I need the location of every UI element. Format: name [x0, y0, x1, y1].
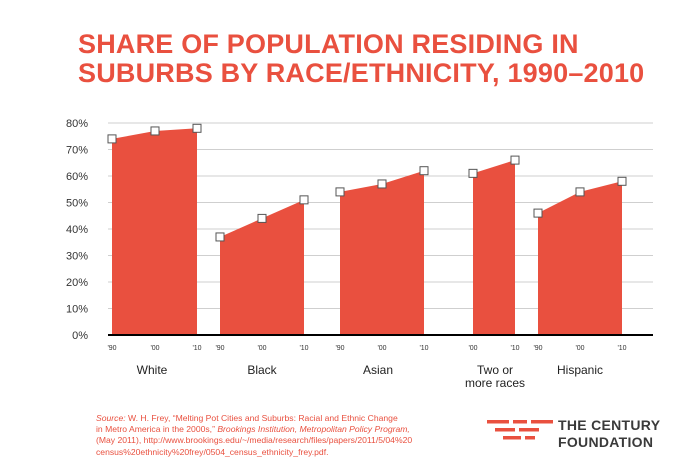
- x-tick-label: '10: [419, 345, 428, 352]
- y-tick-label: 20%: [66, 277, 88, 289]
- category-label: Two or: [477, 363, 513, 377]
- logo-line-2: FOUNDATION: [558, 434, 654, 450]
- x-tick-label: '90: [107, 345, 116, 352]
- area-white: [112, 128, 197, 335]
- source-line-1: W. H. Frey, “Melting Pot Cities and Subu…: [125, 413, 398, 423]
- data-point-marker: [257, 213, 267, 223]
- data-point-marker: [617, 176, 627, 186]
- y-tick-label: 30%: [66, 251, 88, 263]
- x-tick-label: '90: [533, 345, 542, 352]
- x-tick-label: '10: [299, 345, 308, 352]
- y-tick-label: 80%: [66, 118, 88, 130]
- category-label: Black: [247, 363, 277, 377]
- data-point-marker: [150, 126, 160, 136]
- data-point-marker: [299, 195, 309, 205]
- y-tick-label: 50%: [66, 198, 88, 210]
- data-point-marker: [419, 166, 429, 176]
- y-tick-label: 60%: [66, 171, 88, 183]
- source-line-2b: Brookings Institution, Metropolitan Poli…: [217, 424, 410, 435]
- data-point-marker: [575, 187, 585, 197]
- source-label: Source:: [96, 413, 126, 423]
- category-label: Asian: [363, 363, 393, 377]
- data-point-marker: [107, 134, 117, 144]
- y-tick-label: 70%: [66, 145, 88, 157]
- chart-title: SHARE OF POPULATION RESIDING IN SUBURBS …: [78, 29, 645, 88]
- x-tick-label: '90: [335, 345, 344, 352]
- x-tick-label: '00: [150, 345, 159, 352]
- area-asian: [340, 170, 424, 335]
- data-point-marker: [533, 208, 543, 218]
- data-point-marker: [215, 232, 225, 242]
- x-tick-label: '00: [257, 345, 266, 352]
- y-tick-label: 0%: [72, 330, 88, 342]
- area-black: [220, 199, 304, 335]
- x-tick-label: '00: [377, 345, 386, 352]
- area-two-or-more-races: [473, 160, 515, 335]
- chart-title-line-2: SUBURBS BY RACE/ETHNICITY, 1990–2010: [78, 58, 645, 88]
- source-line-4: census%20ethnicity%20frey/0504_census_et…: [96, 446, 329, 457]
- century-foundation-logo: THE CENTURY FOUNDATION: [487, 413, 687, 453]
- x-tick-label: '90: [215, 345, 224, 352]
- x-tick-label: '10: [192, 345, 201, 352]
- logo-line-1: THE CENTURY: [558, 417, 661, 433]
- category-label: Hispanic: [557, 363, 603, 377]
- data-point-marker: [192, 123, 202, 133]
- y-tick-label: 40%: [66, 224, 88, 236]
- data-point-marker: [377, 179, 387, 189]
- category-label: more races: [465, 376, 525, 390]
- chart-title-line-1: SHARE OF POPULATION RESIDING IN: [78, 29, 579, 59]
- data-point-marker: [510, 155, 520, 165]
- data-point-marker: [335, 187, 345, 197]
- data-point-marker: [468, 168, 478, 178]
- source-line-2a: in Metro America in the 2000s,”: [96, 424, 218, 435]
- source-line-3: (May 2011), http://www.brookings.edu/~/m…: [96, 435, 413, 446]
- y-tick-label: 10%: [66, 304, 88, 316]
- logo-mark-icon: [487, 420, 553, 440]
- x-tick-label: '10: [617, 345, 626, 352]
- area-hispanic: [538, 181, 622, 335]
- x-tick-label: '10: [510, 345, 519, 352]
- source-note: Source: W. H. Frey, “Melting Pot Cities …: [96, 413, 476, 458]
- x-tick-label: '00: [468, 345, 477, 352]
- category-label: White: [137, 363, 168, 377]
- x-tick-label: '00: [575, 345, 584, 352]
